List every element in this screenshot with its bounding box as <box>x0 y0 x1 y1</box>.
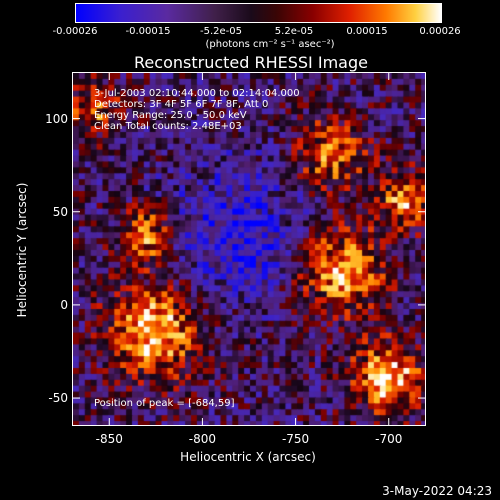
footer-timestamp: 3-May-2022 04:23 <box>382 484 492 498</box>
y-tick-label: -50 <box>48 391 68 406</box>
colorbar-tick: -5.2e-05 <box>200 26 242 37</box>
peak-label: Position of peak = [-684,59] <box>94 398 235 409</box>
plot-area <box>72 72 426 426</box>
x-axis-label: Heliocentric X (arcsec) <box>180 450 316 464</box>
y-axis-label: Heliocentric Y (arcsec) <box>15 182 29 318</box>
colorbar-tick: 0.00015 <box>346 26 388 37</box>
annotation-counts: Clean Total counts: 2.48E+03 <box>94 121 242 132</box>
colorbar-tick: -0.00026 <box>52 26 98 37</box>
y-tick-label: 50 <box>52 204 68 219</box>
y-tick-label: 0 <box>60 297 68 312</box>
y-tick-label: 100 <box>45 111 68 126</box>
x-tick-label: -750 <box>281 432 310 446</box>
colorbar-tick: 5.2e-05 <box>274 26 314 37</box>
colorbar-units: (photons cm⁻² s⁻¹ asec⁻²) <box>205 39 335 50</box>
colorbar-tick: 0.00026 <box>419 26 461 37</box>
x-tick-label: -850 <box>95 432 123 446</box>
colorbar-tick: -0.00015 <box>125 26 171 37</box>
annotation-detectors: Detectors: 3F 4F 5F 6F 7F 8F, Att 0 <box>94 99 269 110</box>
x-tick-label: -800 <box>188 432 217 446</box>
chart-title: Reconstructed RHESSI Image <box>134 53 368 72</box>
x-tick-label: -700 <box>375 432 403 446</box>
colorbar <box>75 3 442 23</box>
annotation-time: 3-Jul-2003 02:10:44.000 to 02:14:04.000 <box>94 88 300 99</box>
heatmap-image <box>73 73 425 425</box>
annotation-energy: Energy Range: 25.0 - 50.0 keV <box>94 110 247 121</box>
